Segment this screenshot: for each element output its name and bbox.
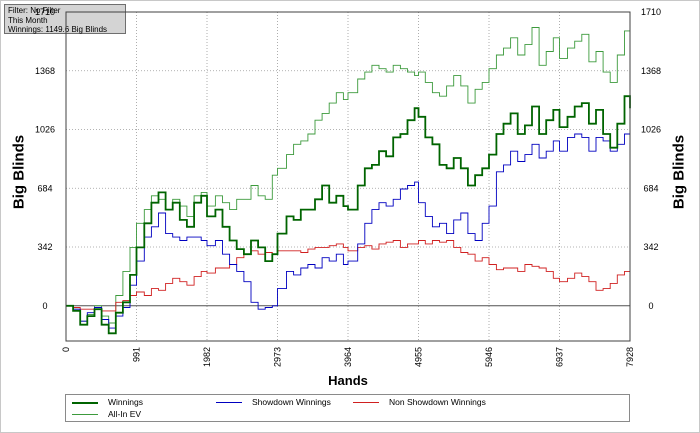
- y-tick-label: 342: [643, 242, 658, 252]
- legend-label-winnings: Winnings: [108, 397, 143, 407]
- y-tick-label: 684: [37, 183, 52, 193]
- x-axis-label: Hands: [328, 373, 368, 388]
- winnings-line: Winnings: 1149.6 Big Blinds: [8, 25, 108, 35]
- grid-lines: [66, 11, 630, 341]
- filter-line: Filter: No Filter: [8, 6, 61, 15]
- x-tick-labels: 0 991 1982 2973 3964 4955 5946 6937 7928: [61, 347, 635, 367]
- y-axis-label-left: Big Blinds: [10, 134, 28, 210]
- series-line-showdown-winnings: [66, 133, 631, 329]
- x-tick-label: 3964: [343, 347, 353, 367]
- x-tick-label: 991: [132, 347, 142, 362]
- period-line: This Month: [8, 15, 48, 25]
- x-tick-label: 6937: [555, 347, 565, 367]
- x-tick-label: 5946: [484, 347, 494, 367]
- legend-swatch-allin-ev: [72, 414, 98, 415]
- y-tick-label: 0: [42, 301, 47, 311]
- plot-border: [65, 11, 631, 342]
- legend-swatch-showdown: [216, 402, 242, 403]
- series-lines: [66, 18, 631, 335]
- y-tick-label: 1368: [641, 66, 661, 76]
- y-tick-label: 1368: [35, 66, 55, 76]
- y-tick-label: 1026: [641, 125, 661, 135]
- y-tick-label: 342: [37, 242, 52, 252]
- y-axis-label-right: Big Blinds: [670, 134, 688, 210]
- legend: Winnings Showdown Winnings Non Showdown …: [65, 394, 630, 422]
- filter-info-box: Filter: No Filter This Month Winnings: 1…: [4, 4, 126, 34]
- y-tick-label: 1710: [35, 7, 55, 17]
- x-tick-label: 2973: [273, 347, 283, 367]
- legend-label-non-showdown: Non Showdown Winnings: [389, 397, 486, 407]
- y-tick-label: 684: [643, 183, 658, 193]
- legend-label-showdown: Showdown Winnings: [252, 397, 331, 407]
- y-tick-label: 0: [648, 301, 653, 311]
- y-tick-labels-left: 0 342 684 1026 1368 1710: [35, 7, 55, 311]
- y-tick-labels-right: 0 342 684 1026 1368 1710: [641, 7, 661, 311]
- y-tick-label: 1710: [641, 7, 661, 17]
- x-tick-label: 7928: [625, 347, 635, 367]
- x-tick-label: 0: [61, 347, 71, 352]
- y-tick-label: 1026: [35, 125, 55, 135]
- series-line-all-in-ev: [66, 18, 631, 324]
- legend-swatch-non-showdown: [353, 402, 379, 403]
- legend-swatch-winnings: [72, 402, 98, 404]
- series-line-winnings: [66, 95, 631, 335]
- legend-label-allin-ev: All-In EV: [108, 409, 142, 419]
- x-tick-label: 4955: [414, 347, 424, 367]
- x-tick-label: 1982: [202, 347, 212, 367]
